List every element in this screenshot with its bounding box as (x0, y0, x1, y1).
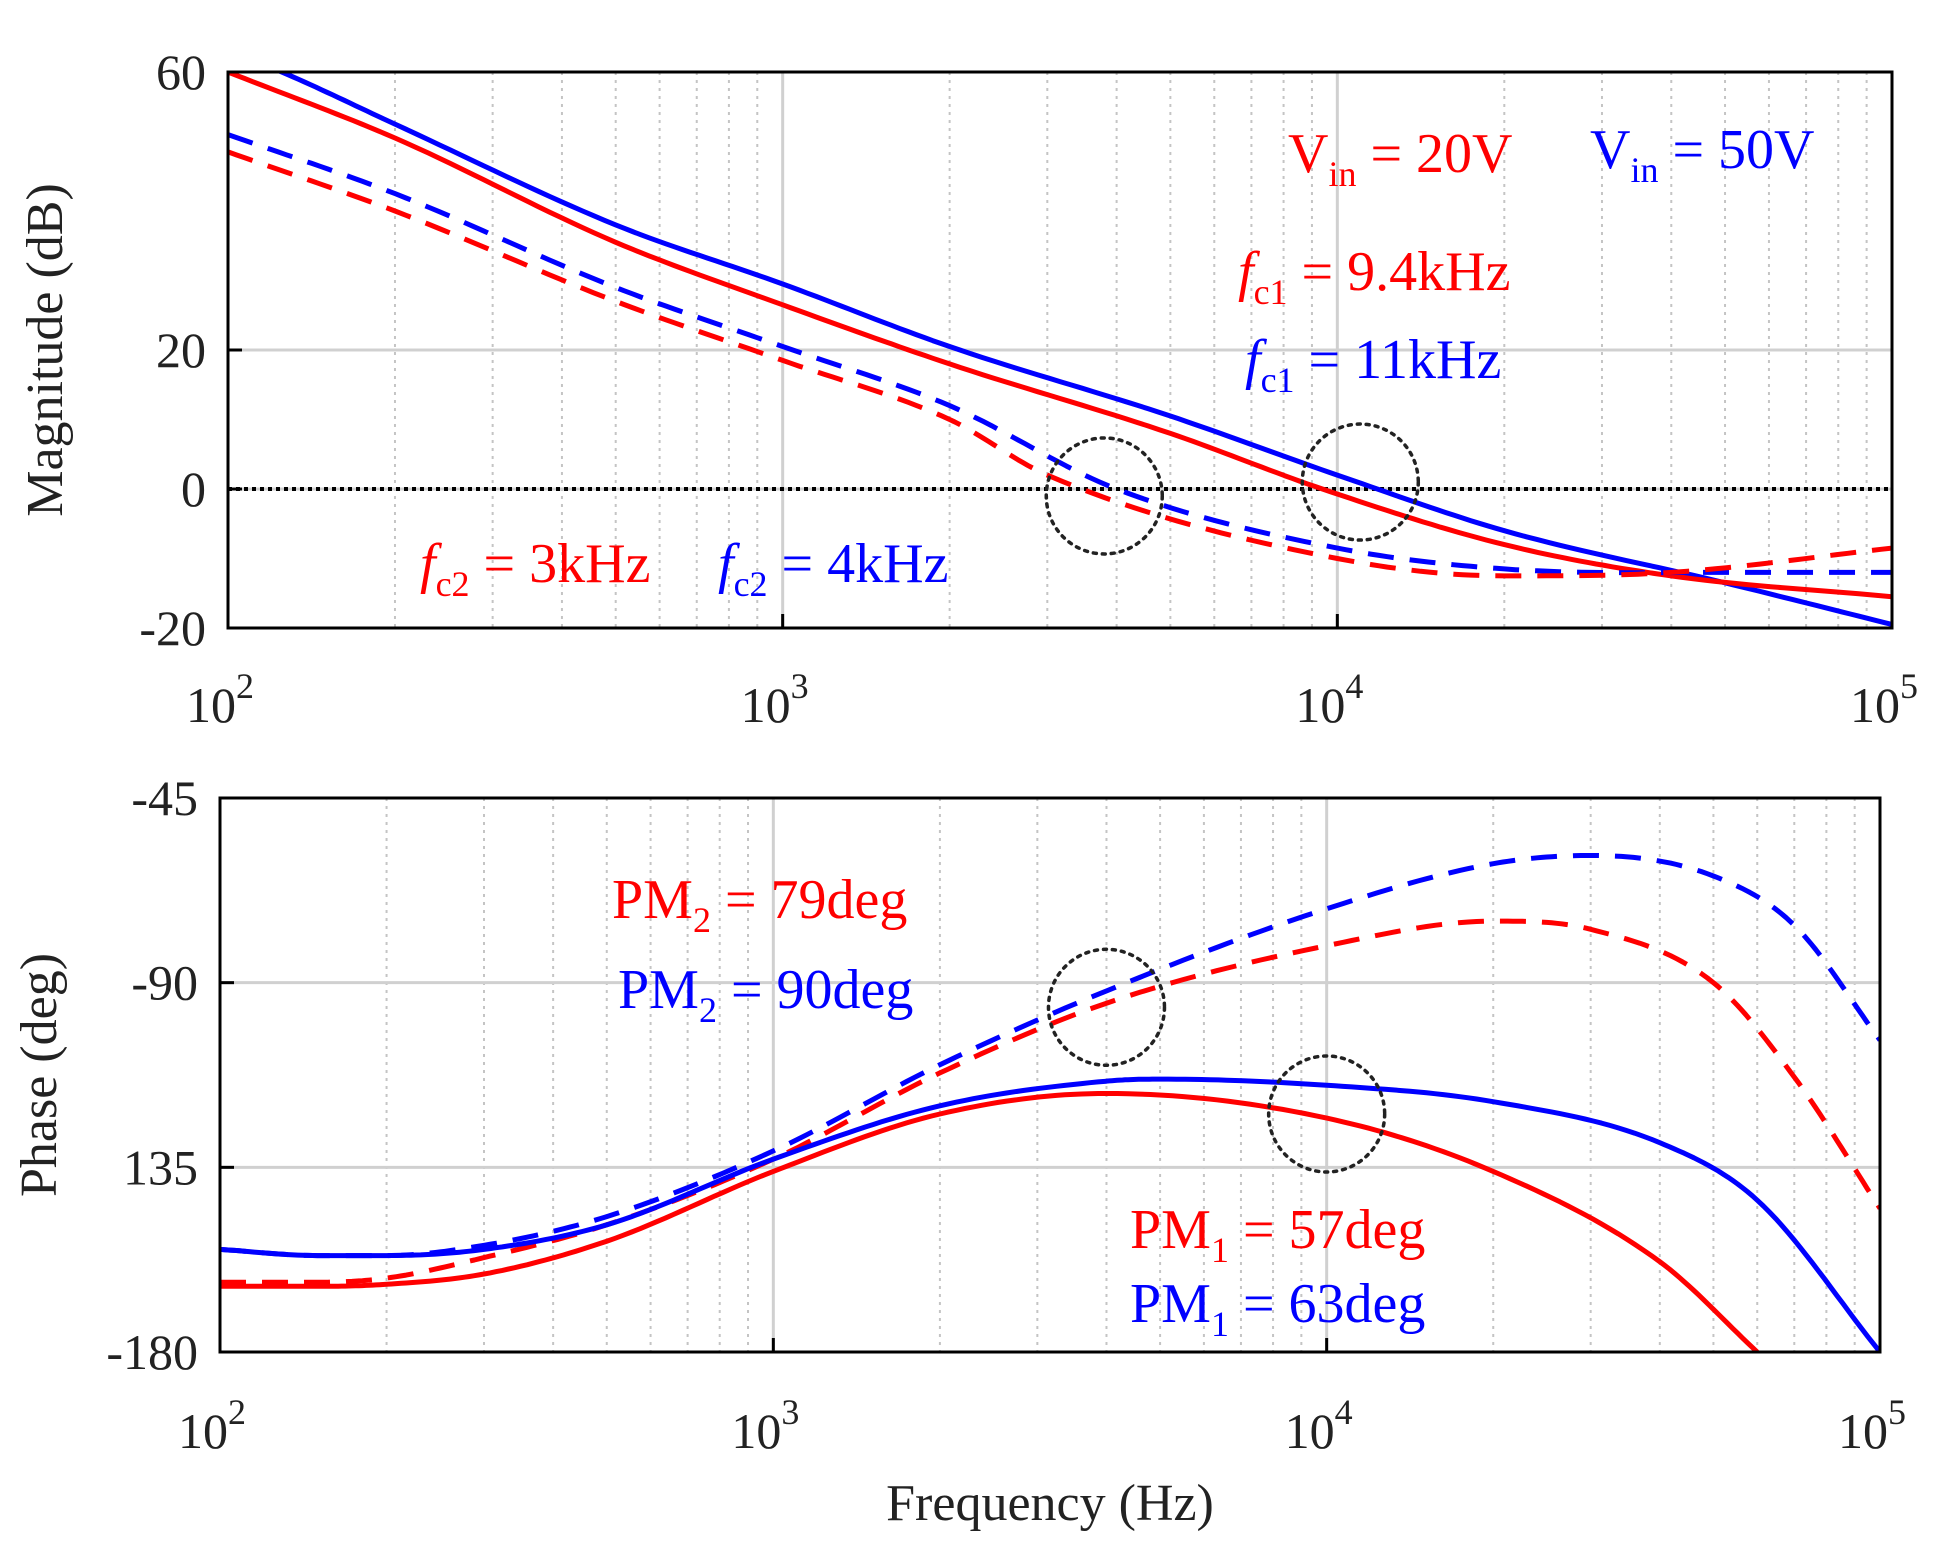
y-tick-label: 60 (156, 44, 206, 100)
series-line-3 (220, 1091, 1759, 1352)
y-tick-label: -20 (139, 600, 206, 656)
x-tick-label: 103 (731, 1392, 799, 1459)
annotation-fc1b: fc1 = 11kHz (1245, 329, 1501, 400)
magnitude-x-ticks: 102 103 104 105 (186, 614, 1918, 733)
series-line-1 (220, 918, 1880, 1285)
highlight-circle-0 (1046, 947, 1167, 1068)
annotation-vin50: Vin = 50V (1590, 119, 1815, 190)
x-tick-label: 103 (741, 666, 809, 733)
series-line-3 (228, 149, 1892, 579)
highlight-circle-1 (1266, 1054, 1387, 1174)
phase-plot-frame (218, 796, 1882, 1354)
y-tick-label: -45 (131, 770, 198, 826)
magnitude-crossover-circles (1044, 422, 1421, 556)
phase-series (220, 853, 1880, 1352)
x-tick-label: 105 (1838, 1392, 1906, 1459)
annotation-vin20: Vin = 20V (1288, 123, 1513, 194)
y-tick-label: 0 (181, 461, 206, 517)
magnitude-y-label: Magnitude (dB) (17, 183, 74, 517)
phase-x-label: Frequency (Hz) (886, 1475, 1214, 1532)
x-tick-label: 104 (1285, 1392, 1353, 1459)
phase-panel: -45 -90 135 -180 102 103 104 105 Phase (deg) F… (11, 770, 1906, 1532)
highlight-circle-1 (1300, 422, 1421, 542)
phase-y-ticks: -45 -90 135 -180 (106, 770, 234, 1380)
phase-margin-circles (1046, 947, 1387, 1174)
y-tick-label: 20 (156, 322, 206, 378)
annotation-fc1r: fc1 = 9.4kHz (1238, 241, 1510, 312)
x-tick-label: 105 (1850, 666, 1918, 733)
x-tick-label: 102 (178, 1392, 246, 1459)
annotation-fc2r: fc2 = 3kHz (420, 533, 650, 604)
phase-y-label: Phase (deg) (11, 953, 68, 1197)
series-line-0 (220, 853, 1880, 1259)
highlight-circle-0 (1044, 436, 1165, 556)
phase-grid (220, 798, 1880, 1352)
magnitude-annotations: Vin = 20V Vin = 50V fc1 = 9.4kHz fc1 = 11kH… (420, 119, 1815, 604)
y-tick-label: -180 (106, 1324, 198, 1380)
annotation-pm1b: PM1 = 63deg (1130, 1273, 1425, 1344)
phase-x-ticks: 102 103 104 105 (178, 1338, 1906, 1459)
series-line-2 (220, 1076, 1880, 1352)
series-line-2 (228, 132, 1892, 576)
series-line-1 (228, 72, 1892, 600)
magnitude-panel: 60 20 0 -20 102 103 104 105 Magnitude (dB) Vin… (17, 44, 1918, 733)
series-line-0 (275, 72, 1892, 627)
x-tick-label: 102 (186, 666, 254, 733)
magnitude-y-ticks: 60 20 0 -20 (139, 44, 242, 656)
annotation-pm1r: PM1 = 57deg (1130, 1199, 1425, 1270)
x-tick-label: 104 (1295, 666, 1363, 733)
y-tick-label: -90 (131, 955, 198, 1011)
annotation-pm2r: PM2 = 79deg (612, 869, 907, 940)
magnitude-series (228, 72, 1892, 627)
annotation-fc2b: fc2 = 4kHz (718, 533, 948, 604)
annotation-pm2b: PM2 = 90deg (618, 959, 913, 1030)
y-tick-label: 135 (123, 1139, 198, 1195)
